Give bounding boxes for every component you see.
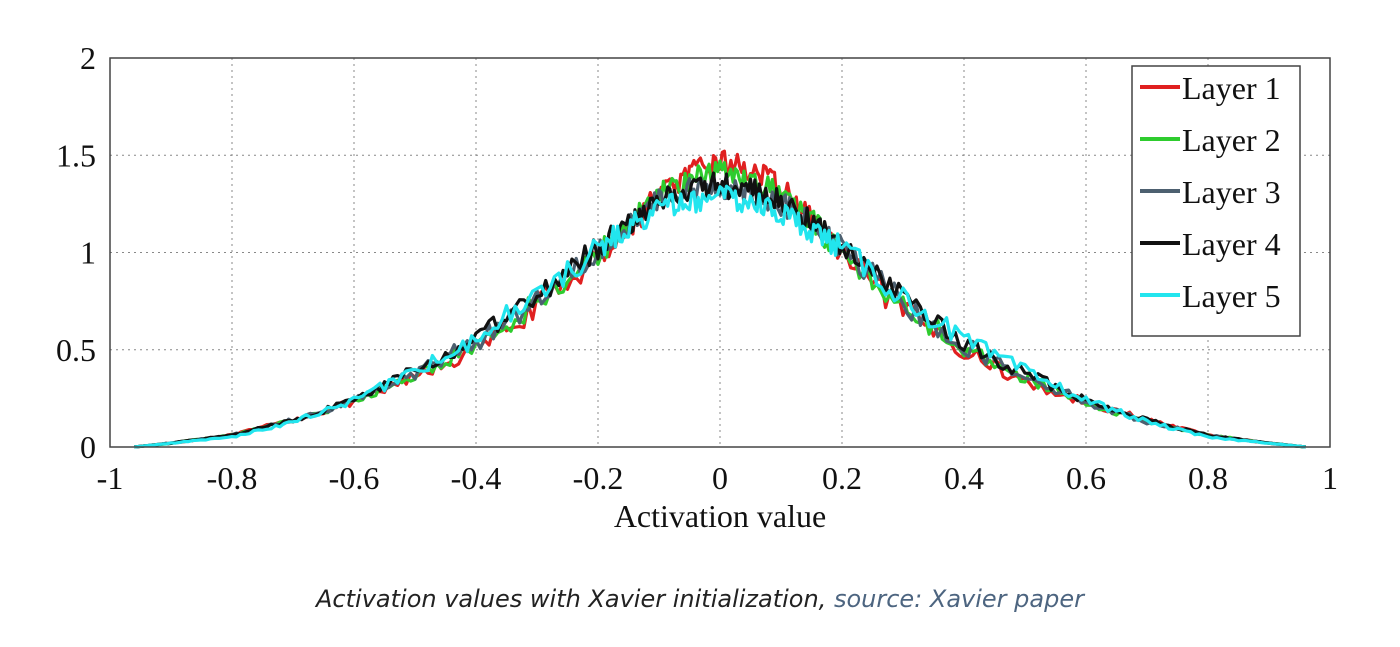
x-tick-label: 0.4 (944, 460, 984, 496)
x-axis-title: Activation value (614, 498, 826, 534)
y-tick-label: 2 (80, 40, 96, 76)
y-tick-label: 0.5 (56, 332, 96, 368)
chart-figure: -1 -0.8 -0.6 -0.4 -0.2 0 0.2 0.4 0.6 0.8 1 0 0.5 1 1.5… (56, 40, 1338, 534)
series-line-layer-5 (134, 184, 1306, 449)
series-lines (134, 149, 1306, 449)
legend-box (1131, 65, 1301, 337)
caption-source-link[interactable]: source: Xavier paper (833, 585, 1084, 613)
legend-label: Layer 3 (1182, 174, 1281, 210)
grid (110, 58, 1330, 447)
legend: Layer 1 Layer 2 Layer 3 Layer 4 Layer 5 (1131, 65, 1301, 337)
caption-text: Activation values with Xavier initializa… (316, 585, 834, 613)
x-tick-label: 0 (712, 460, 728, 496)
plot-frame (109, 57, 1331, 448)
legend-label: Layer 5 (1182, 278, 1281, 314)
legend-label: Layer 4 (1182, 226, 1281, 262)
x-tick-label: -0.2 (573, 460, 624, 496)
x-tick-label: -0.8 (207, 460, 258, 496)
legend-label: Layer 1 (1182, 70, 1281, 106)
x-tick-label: 0.8 (1188, 460, 1228, 496)
y-tick-label: 1.5 (56, 137, 96, 173)
y-tick-label: 0 (80, 429, 96, 465)
y-tick-label: 1 (80, 235, 96, 271)
x-tick-label: 0.2 (822, 460, 862, 496)
x-tick-label: 0.6 (1066, 460, 1106, 496)
tick-labels: -1 -0.8 -0.6 -0.4 -0.2 0 0.2 0.4 0.6 0.8 1 0 0.5 1 1.5… (56, 40, 1338, 496)
x-tick-label: -1 (97, 460, 124, 496)
x-tick-label: -0.4 (451, 460, 502, 496)
x-tick-label: -0.6 (329, 460, 380, 496)
figure-caption: Activation values with Xavier initializa… (0, 585, 1400, 613)
x-tick-label: 1 (1322, 460, 1338, 496)
legend-label: Layer 2 (1182, 122, 1281, 158)
activation-chart: -1 -0.8 -0.6 -0.4 -0.2 0 0.2 0.4 0.6 0.8 1 0 0.5 1 1.5… (56, 40, 1338, 534)
